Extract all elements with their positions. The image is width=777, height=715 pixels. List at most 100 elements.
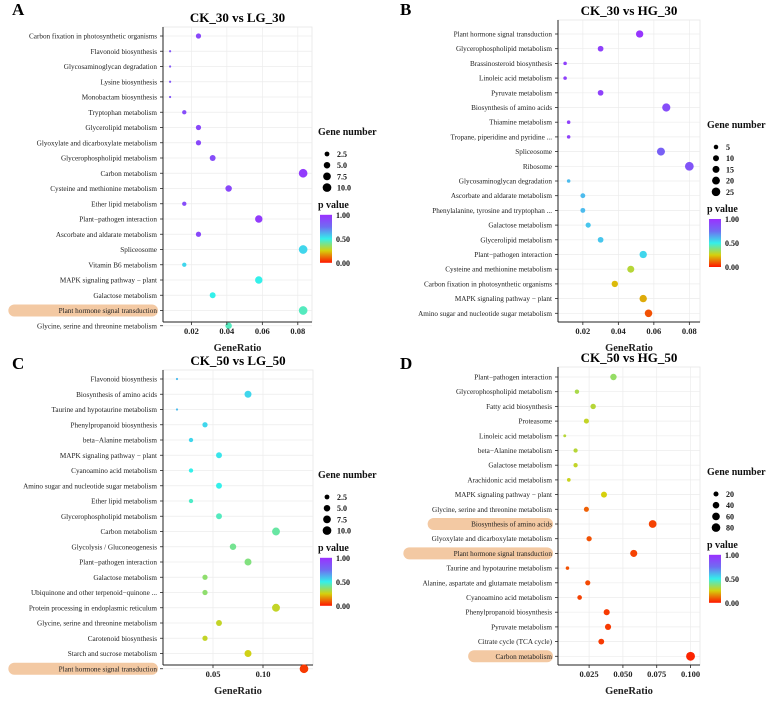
panel-b-x-tick-label: 0.02 [575, 326, 590, 336]
panel-b-term-label: Phenylalanine, tyrosine and tryptophan .… [432, 207, 552, 215]
panel-b-term-label: Plant−pathogen interaction [474, 251, 552, 259]
panel-b-point [662, 103, 671, 112]
panel-b-size-legend-dot [713, 155, 719, 162]
panel-d-pvalue-legend-title: p value [707, 540, 738, 551]
panel-c-letter: C [12, 354, 24, 373]
panel-d-term-label: MAPK signaling pathway − plant [455, 491, 552, 499]
panel-d-point [598, 638, 605, 645]
panel-a-point [209, 292, 216, 299]
panel-b-size-legend-dot [713, 144, 719, 150]
panel-d-point [574, 389, 580, 394]
panel-d-size-legend-label: 40 [726, 501, 734, 510]
panel-a-x-tick-label: 0.02 [184, 326, 199, 336]
panel-c-size-legend-label: 2.5 [337, 493, 347, 502]
panel-a-title: CK_30 vs LG_30 [190, 10, 285, 25]
panel-a-x-tick-label: 0.04 [219, 326, 235, 336]
panel-d-point [563, 434, 567, 438]
panel-b-term-label: Pyruvate metabolism [491, 89, 552, 97]
panel-d-point [585, 580, 591, 586]
panel-b-size-legend-dot [711, 187, 721, 197]
panel-c-point [272, 603, 280, 612]
panel-d-term-label: Biosynthesis of amino acids [471, 521, 552, 529]
panel-d-point [566, 478, 571, 482]
panel-a-term-label: MAPK signaling pathway − plant [60, 277, 157, 285]
panel-a: A CK_30 vs LG_30 Carbon fixation in photos… [8, 0, 377, 354]
panel-a-x-axis-title: GeneRatio [214, 343, 262, 354]
panel-d-term-label: Cyanoamino acid metabolism [466, 594, 552, 602]
panel-c-term-label: Glycine, serine and threonine metabolism [37, 620, 157, 628]
panel-c-size-legend-title: Gene number [318, 470, 377, 481]
panel-d-size-legend-dot [712, 501, 720, 509]
panel-c-term-label: Glycolysis / Gluconeogenesis [72, 543, 158, 551]
panel-d-point [583, 506, 589, 512]
panel-a-size-legend-dot [323, 172, 331, 181]
panel-b-size-legend-title: Gene number [707, 120, 766, 131]
panel-d-point [565, 566, 570, 570]
panel-c-term-label: Protein processing in endoplasmic reticu… [29, 604, 158, 612]
panel-d-x-tick-label: 0.025 [580, 669, 599, 679]
panel-d-x-axis-title: GeneRatio [605, 686, 653, 697]
panel-d-term-label: Galactose metabolism [488, 462, 552, 470]
panel-b-plot-area [557, 19, 701, 323]
panel-b-point [566, 179, 571, 183]
panel-d-size-legend-label: 20 [726, 490, 734, 499]
panel-b-x-tick-label: 0.04 [611, 326, 627, 336]
panel-a-point [298, 168, 308, 178]
panel-a-term-label: Carbon metabolism [101, 170, 158, 178]
panel-a-term-label: Ascorbate and aldarate metabolism [56, 231, 158, 239]
panel-a-plot-area [162, 26, 313, 323]
panel-c-term-label: Plant−pathogen interaction [79, 559, 157, 567]
panel-c-point [175, 408, 179, 411]
panel-c-point [244, 650, 252, 657]
panel-d-point [573, 448, 578, 453]
panel-c-size-legend-label: 5.0 [337, 504, 347, 513]
panel-d-term-label: Plant−pathogen interaction [474, 374, 552, 382]
panel-b-x-axis-title: GeneRatio [605, 343, 653, 354]
panel-b-size-legend-label: 15 [726, 165, 734, 174]
panel-a-term-label: Vitamin B6 metabolism [88, 261, 157, 269]
panel-b-point [597, 45, 604, 52]
panel-a-point [225, 185, 232, 192]
panel-d-term-label: Arachidonic acid metabolism [467, 476, 552, 484]
panel-d-size-legend-title: Gene number [707, 467, 766, 478]
panel-c-term-label: Carbon metabolism [101, 528, 158, 536]
panel-a-point [298, 306, 308, 315]
panel-d-size-legend-label: 60 [726, 512, 734, 521]
panel-c-point [216, 620, 222, 626]
panel-b-x-tick-label: 0.08 [682, 326, 697, 336]
panel-a-term-label: Plant hormone signal transduction [59, 307, 158, 315]
panel-d: D CK_50 vs HG_50 Plant−pathogen interactio… [400, 350, 766, 697]
panel-a-term-label: Cysteine and methionine metabolism [50, 185, 157, 193]
panel-a-size-legend-label: 7.5 [337, 172, 347, 181]
panel-b-point [656, 147, 665, 156]
panel-b-term-label: Glycerophospholipid metabolism [456, 45, 552, 53]
panel-a-point [168, 65, 172, 68]
panel-b-point [585, 222, 591, 228]
panel-b-point [611, 280, 619, 288]
panel-d-x-tick-label: 0.100 [681, 669, 700, 679]
panel-b-term-label: Glycosaminoglycan degradation [459, 178, 553, 186]
panel-c-x-tick-label: 0.05 [206, 669, 221, 679]
panel-d-term-label: beta−Alanine metabolism [478, 447, 553, 455]
panel-d-plot-area [557, 366, 701, 666]
panel-a-point [168, 50, 172, 53]
panel-a-point [195, 140, 202, 146]
panel-a-term-label: Glycerolipid metabolism [85, 124, 157, 132]
panel-a-point [168, 80, 172, 83]
panel-a-point [255, 215, 263, 223]
panel-d-point [601, 491, 607, 498]
panel-b-point [563, 61, 567, 66]
panel-b-point [597, 236, 604, 243]
panel-b-title: CK_30 vs HG_30 [581, 3, 678, 18]
panel-d-point [630, 549, 638, 557]
panel-d-term-label: Pyruvate metabolism [491, 623, 552, 631]
panel-a-size-legend-title: Gene number [318, 127, 377, 138]
panel-a-pvalue-legend-label: 1.00 [336, 211, 350, 220]
panel-b-term-label: Brassinosteroid biosynthesis [470, 60, 552, 68]
panel-a-term-label: Lysine biosynthesis [100, 78, 157, 86]
panel-c-point [216, 452, 222, 459]
panel-a-term-label: Galactose metabolism [93, 292, 157, 300]
panel-c-size-legend-dot [323, 504, 331, 512]
panel-c-term-label: Ubiquinone and other terpenoid−quinone .… [31, 589, 157, 597]
panel-d-title: CK_50 vs HG_50 [581, 350, 678, 365]
